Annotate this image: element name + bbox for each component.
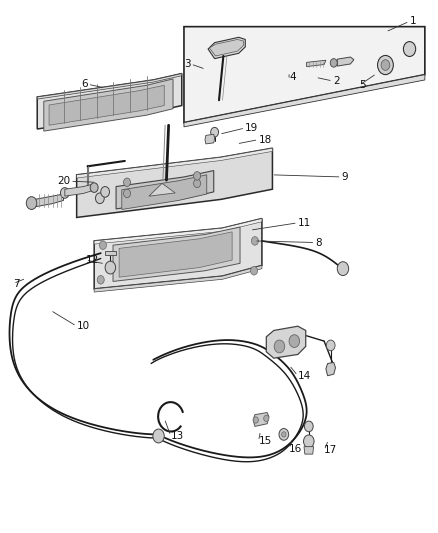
Text: 8: 8	[315, 238, 322, 247]
Polygon shape	[116, 171, 214, 209]
Circle shape	[95, 193, 104, 204]
Circle shape	[124, 189, 131, 198]
Text: 15: 15	[258, 437, 272, 446]
Circle shape	[304, 435, 314, 448]
Circle shape	[211, 127, 219, 137]
Polygon shape	[113, 227, 240, 281]
Text: 7: 7	[13, 279, 20, 288]
Circle shape	[304, 421, 313, 432]
Polygon shape	[65, 184, 92, 196]
Polygon shape	[149, 183, 175, 196]
Text: 20: 20	[57, 176, 70, 186]
Text: 1: 1	[410, 17, 416, 26]
Circle shape	[101, 187, 110, 197]
Text: 18: 18	[258, 135, 272, 144]
Polygon shape	[208, 37, 245, 59]
Circle shape	[194, 179, 201, 188]
Polygon shape	[35, 194, 64, 207]
Text: 17: 17	[324, 446, 337, 455]
Polygon shape	[105, 251, 116, 255]
Polygon shape	[326, 362, 336, 376]
Circle shape	[90, 183, 98, 192]
Circle shape	[251, 266, 258, 275]
Polygon shape	[122, 175, 207, 209]
Circle shape	[253, 417, 258, 423]
Circle shape	[251, 237, 258, 245]
Polygon shape	[119, 232, 232, 277]
Text: 3: 3	[184, 59, 191, 69]
Circle shape	[279, 429, 289, 440]
Text: 4: 4	[289, 72, 296, 82]
Polygon shape	[307, 60, 326, 67]
Circle shape	[274, 340, 285, 353]
Polygon shape	[94, 219, 262, 244]
Circle shape	[60, 188, 69, 198]
Polygon shape	[184, 75, 425, 127]
Circle shape	[403, 42, 416, 56]
Text: 10: 10	[77, 321, 90, 331]
Circle shape	[124, 178, 131, 187]
Text: 9: 9	[342, 172, 348, 182]
Circle shape	[330, 59, 337, 67]
Text: 6: 6	[81, 79, 88, 89]
Circle shape	[97, 276, 104, 284]
Text: 11: 11	[298, 218, 311, 228]
Circle shape	[337, 262, 349, 276]
Polygon shape	[304, 447, 314, 454]
Text: 2: 2	[333, 76, 339, 86]
Circle shape	[378, 55, 393, 75]
Polygon shape	[94, 219, 262, 289]
Polygon shape	[209, 39, 244, 56]
Circle shape	[194, 172, 201, 180]
Polygon shape	[37, 74, 182, 129]
Polygon shape	[77, 148, 272, 178]
Polygon shape	[205, 134, 215, 144]
Text: 12: 12	[85, 255, 99, 265]
Circle shape	[153, 429, 164, 443]
Text: 13: 13	[171, 431, 184, 441]
Circle shape	[105, 261, 116, 274]
Circle shape	[381, 60, 390, 70]
Polygon shape	[266, 326, 306, 358]
Circle shape	[26, 197, 37, 209]
Polygon shape	[49, 85, 164, 125]
Text: 14: 14	[298, 371, 311, 381]
Circle shape	[289, 335, 300, 348]
Text: 19: 19	[245, 123, 258, 133]
Text: 5: 5	[359, 80, 366, 90]
Polygon shape	[44, 79, 173, 131]
Polygon shape	[184, 27, 425, 123]
Circle shape	[99, 241, 106, 249]
Circle shape	[326, 340, 335, 351]
Text: 16: 16	[289, 444, 302, 454]
Circle shape	[264, 415, 269, 422]
Polygon shape	[94, 265, 262, 292]
Polygon shape	[337, 57, 354, 66]
Circle shape	[282, 432, 286, 437]
Polygon shape	[37, 74, 182, 99]
Polygon shape	[77, 148, 272, 217]
Polygon shape	[253, 413, 269, 426]
